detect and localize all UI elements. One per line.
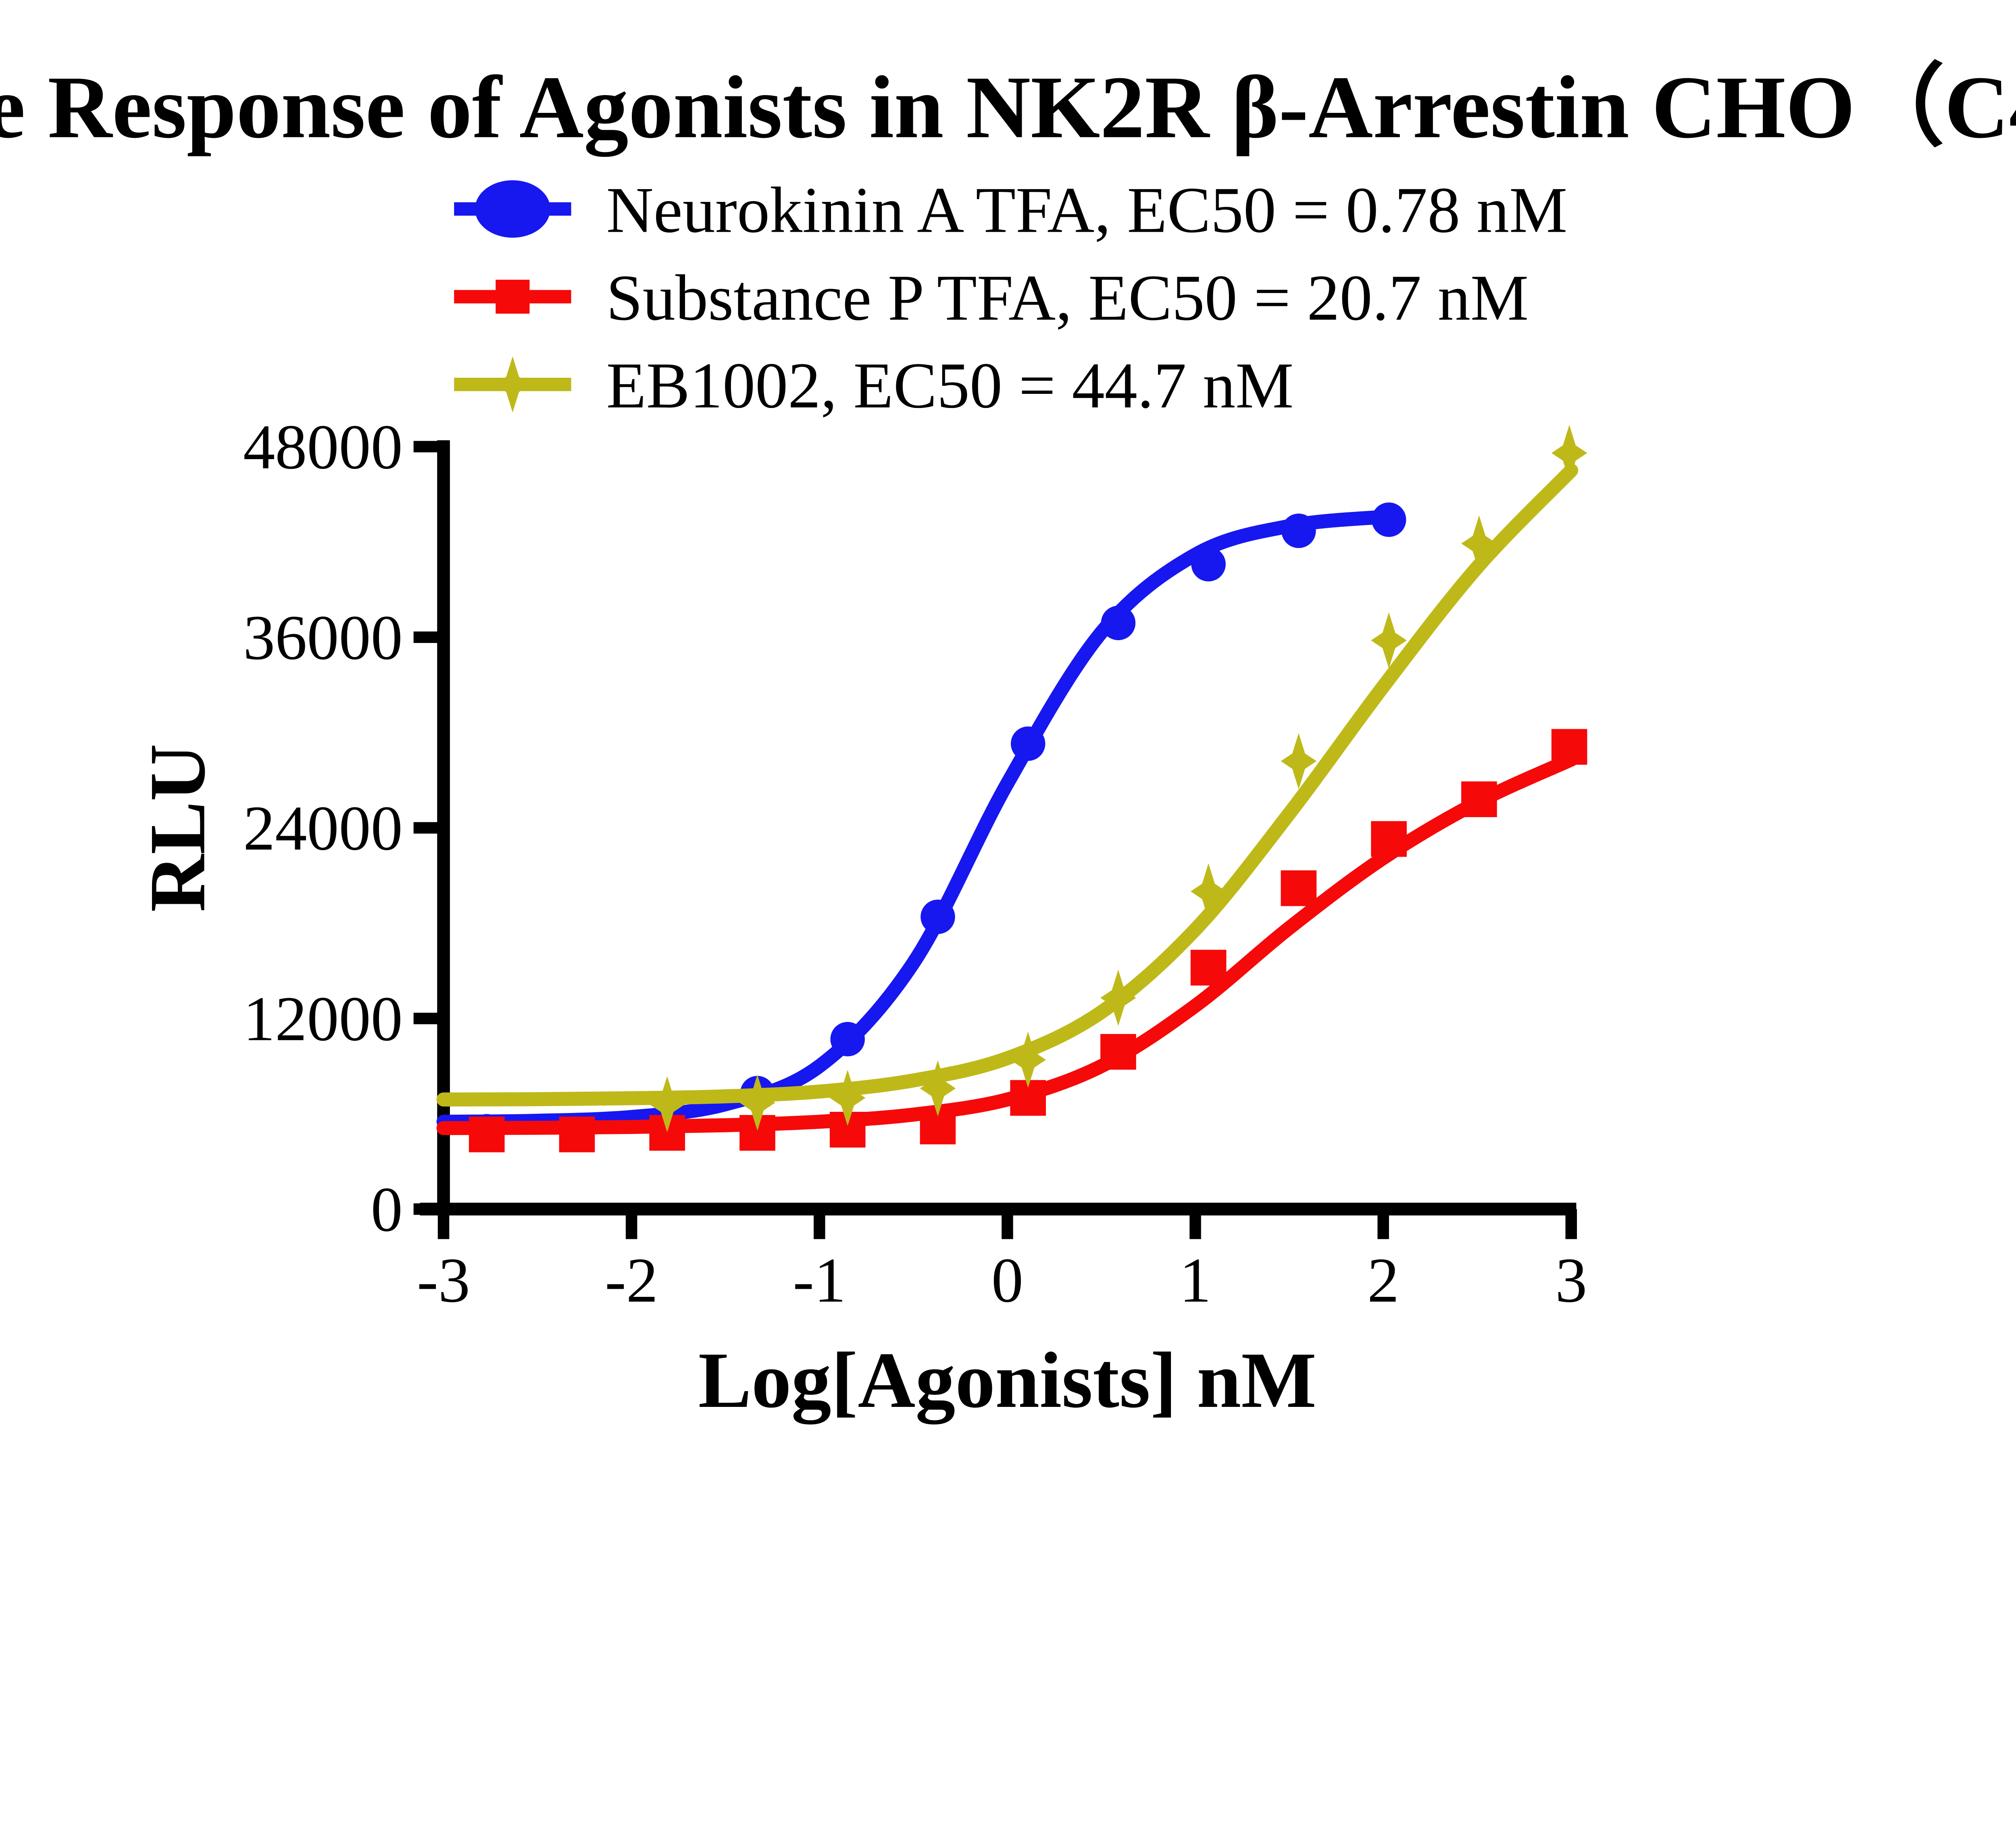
x-tick-label: 1	[1179, 1245, 1211, 1316]
legend: Neurokinin A TFA, EC50 = 0.78 nM Substan…	[454, 174, 1567, 422]
data-point-marker	[1190, 863, 1227, 920]
series-eb1002	[436, 425, 1587, 1132]
data-point-marker	[1281, 870, 1317, 906]
data-point-marker	[830, 1022, 865, 1057]
fit-curve	[436, 509, 1396, 1129]
x-tick-label: 2	[1367, 1245, 1399, 1316]
legend-label-eb1002: EB1002, EC50 = 44.7 nM	[606, 350, 1294, 422]
data-point-marker	[1461, 781, 1497, 818]
chart-title: Dose Response of Agonists in NK2R β-Arre…	[0, 58, 2016, 157]
data-point-marker	[649, 1076, 685, 1132]
data-point-marker	[1190, 950, 1227, 986]
x-axis-title: Log[Agonists] nM	[698, 1336, 1316, 1425]
x-tick-label: 3	[1555, 1245, 1587, 1316]
legend-marker-circle	[475, 180, 550, 238]
data-point-marker	[1371, 502, 1406, 537]
data-point-marker	[1281, 733, 1317, 789]
legend-markers	[454, 180, 571, 413]
y-tick-label: 24000	[243, 793, 403, 863]
data-point-marker	[1461, 515, 1497, 572]
data-series	[436, 425, 1587, 1153]
y-tick-label: 48000	[243, 412, 403, 483]
data-point-marker	[1371, 821, 1407, 857]
data-point-marker	[1010, 726, 1045, 761]
data-point-marker	[1191, 547, 1226, 582]
x-tick-label: -2	[605, 1245, 658, 1316]
legend-marker-square	[496, 279, 530, 314]
legend-label-neurokinin: Neurokinin A TFA, EC50 = 0.78 nM	[606, 174, 1568, 246]
x-tick-label: 0	[991, 1245, 1023, 1316]
series-substance-p-tfa	[436, 729, 1587, 1153]
data-point-marker	[1281, 514, 1316, 548]
y-tick-label: 12000	[243, 984, 403, 1054]
data-point-marker	[1100, 970, 1136, 1026]
fit-curve	[436, 752, 1579, 1135]
legend-label-substance-p: Substance P TFA, EC50 = 20.7 nM	[606, 262, 1529, 334]
data-point-marker	[1551, 425, 1587, 481]
fit-curve	[436, 463, 1579, 1107]
axes: 0 12000 24000 36000 48000 -3 -2 -1 0 1 2 3	[243, 412, 1587, 1316]
data-point-marker	[1101, 605, 1136, 641]
x-tick-label: -1	[793, 1245, 846, 1316]
data-point-marker	[1551, 729, 1587, 765]
data-point-marker	[469, 1116, 505, 1153]
data-point-marker	[559, 1116, 595, 1153]
data-point-marker	[829, 1069, 866, 1126]
dose-response-chart: Dose Response of Agonists in NK2R β-Arre…	[0, 58, 2016, 1425]
data-point-marker	[921, 899, 955, 934]
data-point-marker	[1010, 1032, 1046, 1088]
series-neurokinin-a-tfa	[436, 502, 1406, 1149]
data-point-marker	[1100, 1034, 1136, 1070]
data-point-marker	[920, 1060, 956, 1117]
data-point-marker	[739, 1074, 775, 1131]
legend-marker-diamond	[495, 356, 531, 413]
x-tick-label: -3	[417, 1245, 470, 1316]
y-tick-label: 36000	[243, 603, 403, 673]
y-axis-title: RLU	[133, 744, 221, 912]
dose-response-figure: Dose Response of Agonists in NK2R β-Arre…	[0, 58, 2016, 1425]
y-tick-label: 0	[371, 1174, 403, 1245]
data-point-marker	[1371, 612, 1407, 669]
